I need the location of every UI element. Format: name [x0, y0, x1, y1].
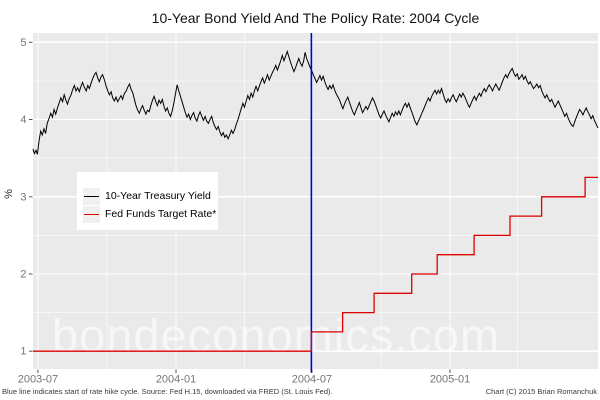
- legend-item-fed-funds: Fed Funds Target Rate*: [83, 205, 218, 223]
- x-tick-label: 2005-01: [430, 374, 470, 386]
- x-tick-label: 2004-07: [292, 374, 332, 386]
- x-tick-label: 2003-07: [18, 374, 58, 386]
- y-tick-label: 3: [20, 191, 26, 203]
- fed-funds-step-line: [33, 176, 598, 352]
- y-tick-label: 1: [20, 346, 26, 358]
- copyright-note: Chart (C) 2015 Brian Romanchuk: [485, 387, 597, 396]
- legend-item-treasury: 10-Year Treasury Yield: [83, 187, 218, 205]
- treasury-yield-line: [32, 49, 599, 155]
- y-tick-label: 4: [20, 114, 26, 126]
- watermark-text: bondeconomics.com: [52, 309, 500, 362]
- legend-label-fed-funds: Fed Funds Target Rate*: [105, 208, 217, 220]
- legend-key-fed-funds: [83, 205, 100, 223]
- legend-key-treasury: [83, 187, 100, 205]
- legend: 10-Year Treasury Yield Fed Funds Target …: [77, 172, 218, 230]
- legend-label-treasury: 10-Year Treasury Yield: [105, 190, 211, 202]
- x-tick-label: 2004-01: [156, 374, 196, 386]
- fed-funds-line-sample-icon: [84, 213, 99, 215]
- source-note: Blue line indicates start of rate hike c…: [2, 387, 333, 396]
- chart-title: 10-Year Bond Yield And The Policy Rate: …: [151, 10, 480, 26]
- y-tick-label: 2: [20, 269, 26, 281]
- treasury-line-sample-icon: [84, 195, 99, 197]
- y-tick-label: 5: [20, 37, 26, 49]
